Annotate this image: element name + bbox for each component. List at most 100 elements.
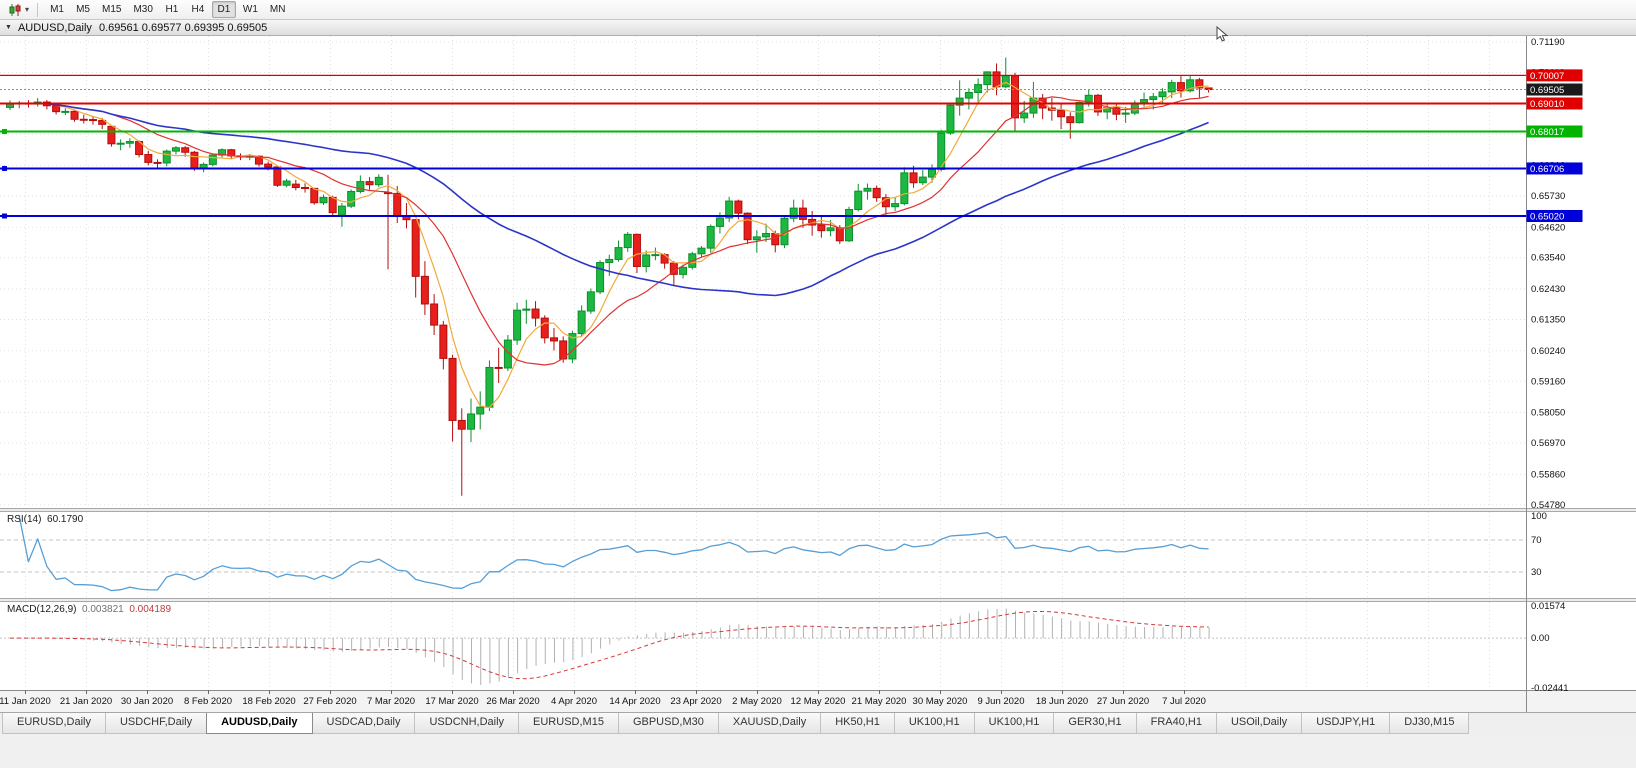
timeframe-button-m30[interactable]: M30 — [133, 4, 153, 15]
price-badge — [1526, 83, 1583, 96]
macd-axis-label: 0.01574 — [1531, 601, 1565, 612]
price-badge — [1526, 162, 1583, 175]
timeframe-button-h1[interactable]: H1 — [165, 4, 179, 15]
candle-body — [347, 190, 356, 207]
chart-tab-usdcad-daily[interactable]: USDCAD,Daily — [311, 713, 416, 734]
candle-body — [623, 233, 632, 249]
date-axis-label: 9 Jun 2020 — [977, 696, 1024, 707]
date-axis-label: 18 Feb 2020 — [242, 696, 295, 707]
candle-body — [964, 91, 973, 99]
candle-body — [1149, 96, 1158, 101]
candle-body — [983, 71, 992, 86]
candle-body — [1112, 107, 1121, 115]
candle-body — [144, 154, 153, 163]
candle-body — [264, 163, 273, 168]
timeframe-button-m5[interactable]: M5 — [76, 4, 90, 15]
candle-body — [789, 207, 798, 219]
candle-body — [614, 247, 623, 260]
price-axis-label: 0.65730 — [1531, 191, 1565, 202]
line-handle[interactable] — [2, 213, 7, 219]
chart-tab-uk100-h1[interactable]: UK100,H1 — [893, 713, 975, 734]
candle-body — [762, 232, 771, 238]
candle-body — [439, 324, 448, 359]
price-badge-label: 0.70007 — [1530, 71, 1564, 82]
chart-tab-usdchf-daily[interactable]: USDCHF,Daily — [104, 713, 208, 734]
chart-tab-gbpusd-m30[interactable]: GBPUSD,M30 — [617, 713, 719, 734]
rsi-axis-label: 30 — [1531, 567, 1542, 578]
chart-tab-uk100-h1[interactable]: UK100,H1 — [973, 713, 1055, 734]
candle-body — [706, 225, 715, 249]
candle-body — [79, 118, 88, 121]
chart-tab-usdjpy-h1[interactable]: USDJPY,H1 — [1301, 713, 1391, 734]
timeframe-button-m15[interactable]: M15 — [102, 4, 122, 15]
chart-tool-dropdown[interactable]: ▾ — [4, 1, 33, 19]
timeframe-button-d1[interactable]: D1 — [211, 1, 236, 18]
chart-tab-audusd-daily[interactable]: AUDUSD,Daily — [206, 713, 313, 734]
macd-signal-value: 0.004189 — [129, 604, 172, 615]
candle-body — [863, 187, 872, 192]
date-axis-label: 17 Mar 2020 — [425, 696, 478, 707]
line-handle[interactable] — [2, 165, 7, 171]
candle-body — [61, 110, 70, 113]
rsi-label: RSI(14) — [7, 514, 42, 525]
candle-body — [845, 209, 854, 242]
date-axis-label: 7 Jul 2020 — [1162, 696, 1206, 707]
price-badge — [1526, 97, 1583, 110]
date-axis-label: 27 Jun 2020 — [1097, 696, 1149, 707]
chart-tab-hk50-h1[interactable]: HK50,H1 — [820, 713, 895, 734]
candle-body — [605, 258, 614, 264]
candle-body — [854, 190, 863, 211]
candle-body — [190, 151, 199, 170]
price-badge-label: 0.65020 — [1530, 212, 1564, 223]
chart-tab-dj30-m15[interactable]: DJ30,M15 — [1389, 713, 1470, 734]
moving-average-line — [9, 95, 1209, 366]
timeframe-button-h4[interactable]: H4 — [191, 4, 205, 15]
candle-body — [697, 247, 706, 255]
timeframe-button-w1[interactable]: W1 — [242, 4, 258, 15]
candle-body — [1121, 112, 1130, 115]
candle-body — [310, 187, 319, 204]
candle-body — [1010, 75, 1019, 119]
candle-body — [393, 192, 402, 217]
candle-body — [955, 97, 964, 106]
price-badge-label: 0.69010 — [1530, 99, 1564, 110]
candle-body — [881, 197, 890, 208]
candle-body — [1084, 94, 1093, 103]
chart-tab-usdcnh-daily[interactable]: USDCNH,Daily — [414, 713, 520, 734]
chart-tab-usoil-daily[interactable]: USOil,Daily — [1215, 713, 1303, 734]
chart-symbol-title: AUDUSD,Daily — [17, 21, 92, 34]
panel-splitter[interactable] — [0, 508, 1636, 512]
candle-body — [1001, 75, 1010, 88]
date-axis-label: 21 May 2020 — [852, 696, 907, 707]
window-menu-icon[interactable]: ▼ — [5, 24, 12, 31]
chart-title-bar[interactable]: ▼ AUDUSD,Daily 0.69561 0.69577 0.69395 0… — [0, 20, 1636, 36]
price-axis-label: 0.60240 — [1531, 346, 1565, 357]
price-axis-label: 0.54780 — [1531, 500, 1565, 511]
candle-body — [817, 224, 826, 232]
timeframe-button-mn[interactable]: MN — [269, 4, 286, 15]
timeframe-button-m1[interactable]: M1 — [50, 4, 64, 15]
line-handle[interactable] — [2, 128, 7, 134]
price-axis-label: 0.55860 — [1531, 469, 1565, 480]
rsi-axis-label: 70 — [1531, 535, 1542, 546]
candle-body — [1195, 79, 1204, 89]
candle-body — [531, 308, 540, 319]
chart-tab-eurusd-m15[interactable]: EURUSD,M15 — [518, 713, 619, 734]
date-axis-label: 21 Jan 2020 — [60, 696, 112, 707]
panel-splitter[interactable] — [0, 598, 1636, 602]
chart-tab-xauusd-daily[interactable]: XAUUSD,Daily — [717, 713, 822, 734]
candle-body — [540, 317, 549, 339]
candle-body — [291, 183, 300, 189]
candle-body — [374, 176, 383, 186]
chart-tab-fra40-h1[interactable]: FRA40,H1 — [1135, 713, 1217, 734]
candle-body — [586, 291, 595, 312]
candle-body — [992, 71, 1001, 88]
chart-tab-ger30-h1[interactable]: GER30,H1 — [1053, 713, 1137, 734]
candle-body — [743, 212, 752, 241]
candle-body — [679, 266, 688, 275]
price-axis-label: 0.64620 — [1531, 222, 1565, 233]
candle-body — [430, 303, 439, 326]
chart-tab-eurusd-daily[interactable]: EURUSD,Daily — [2, 713, 106, 734]
date-axis-label: 8 Feb 2020 — [184, 696, 232, 707]
